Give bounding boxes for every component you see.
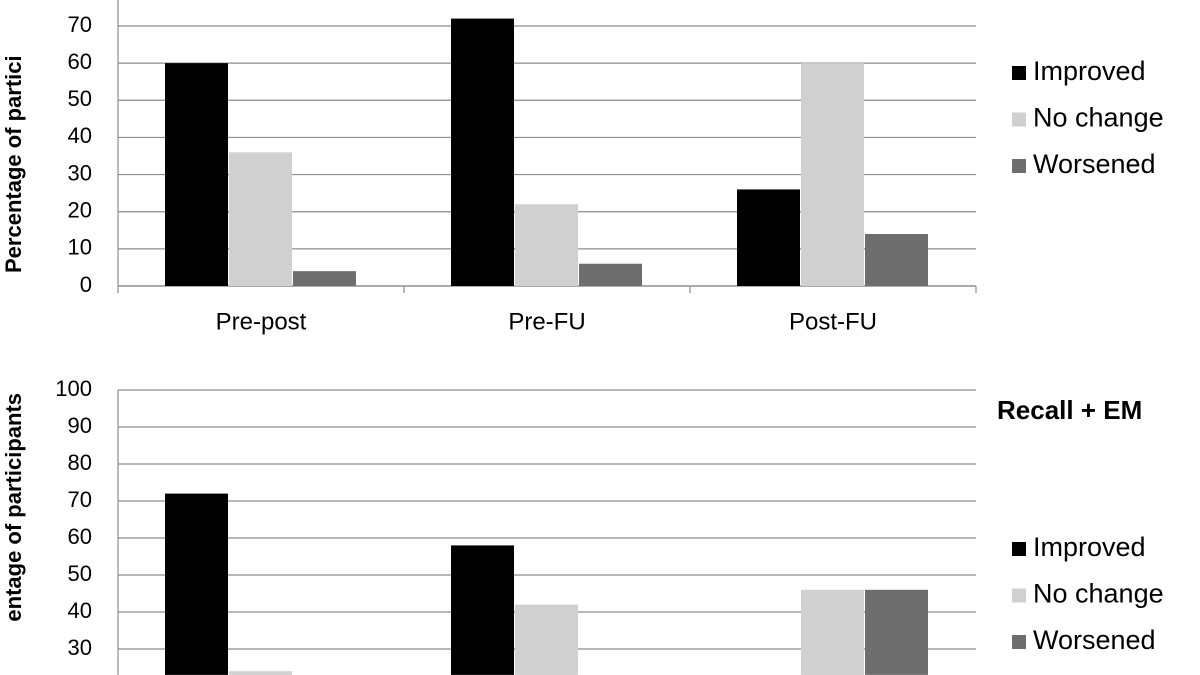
y-tick-label: 40 [68,598,92,623]
legend-label: Improved [1033,532,1146,562]
legend-label: Improved [1033,56,1146,86]
y-tick-label: 80 [68,450,92,475]
bar [451,18,514,286]
x-tick-label: Post-FU [789,308,877,335]
y-tick-label: 70 [68,487,92,512]
bar [165,63,228,287]
bar [515,604,578,675]
bar [579,263,642,286]
y-tick-label: 70 [68,12,92,37]
y-tick-label: 10 [68,235,92,260]
legend-swatch [1012,635,1026,649]
bar [801,589,864,675]
legend-label: Worsened [1033,149,1156,179]
chart-title: Recall + EM [997,395,1142,425]
bar [865,234,928,286]
y-axis-label: Percentage of partici [1,55,26,273]
bar [737,189,800,286]
x-tick-label: Pre-FU [508,308,585,335]
legend-label: Worsened [1033,625,1156,655]
legend-swatch [1012,588,1026,603]
bar [515,204,578,286]
y-axis-label: entage of participants [1,393,26,622]
legend-label: No change [1033,579,1164,609]
legend-swatch [1012,112,1026,127]
y-tick-label: 50 [68,86,92,111]
y-tick-label: 100 [55,376,92,401]
legend-swatch [1012,542,1026,556]
bar [293,271,356,286]
y-tick-label: 60 [68,49,92,74]
bar [165,493,228,675]
y-tick-label: 30 [68,160,92,185]
legend-swatch [1012,66,1026,80]
y-tick-label: 30 [68,635,92,660]
bar [229,671,292,675]
y-tick-label: 40 [68,123,92,148]
x-tick-label: Pre-post [216,308,307,335]
bar [865,589,928,675]
y-tick-label: 0 [80,272,92,297]
legend-label: No change [1033,103,1164,133]
bar [451,545,514,675]
y-tick-label: 90 [68,413,92,438]
bar [801,63,864,287]
y-tick-label: 60 [68,524,92,549]
legend-swatch [1012,159,1026,173]
y-tick-label: 20 [68,198,92,223]
bar [229,152,292,286]
y-tick-label: 50 [68,561,92,586]
